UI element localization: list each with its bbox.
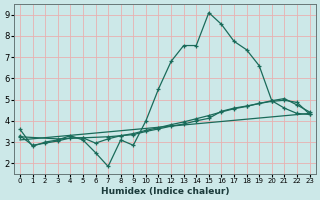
X-axis label: Humidex (Indice chaleur): Humidex (Indice chaleur) xyxy=(100,187,229,196)
